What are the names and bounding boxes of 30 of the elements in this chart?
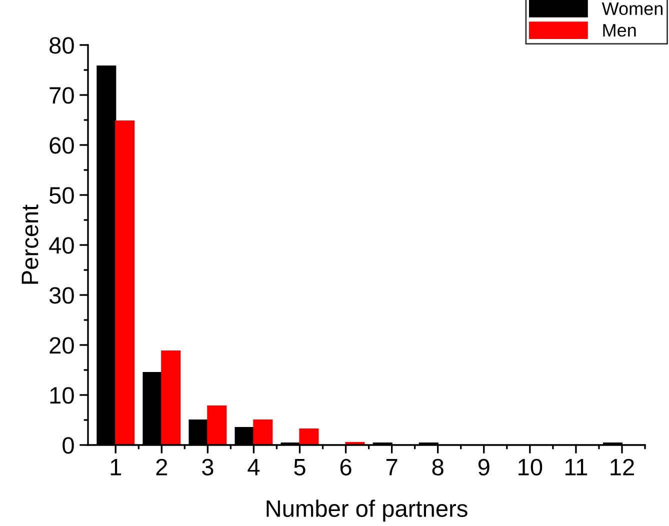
y-tick-label: 60 [50, 137, 74, 154]
y-tick-label: 50 [49, 187, 74, 204]
y-tick-label: 70 [50, 87, 74, 104]
x-tick-label: 7 [386, 459, 398, 476]
x-tick-label: 1 [110, 459, 122, 476]
y-tick-label: 10 [50, 387, 74, 404]
y-tick-label: 30 [49, 287, 74, 304]
x-axis-title: Number of partners [266, 500, 468, 522]
y-tick-label: 40 [49, 237, 74, 254]
bar [161, 350, 181, 445]
x-tick-label: 3 [202, 458, 214, 476]
x-tick-label: 10 [518, 458, 542, 476]
bar [299, 428, 319, 445]
y-tick-label: 80 [50, 37, 74, 54]
y-tick-label: 0 [62, 437, 74, 454]
y-axis-title: Percent [22, 204, 38, 284]
x-tick-label: 6 [340, 458, 352, 476]
x-tick-label: 4 [248, 459, 260, 476]
y-tick-label: 20 [50, 337, 74, 354]
x-tick-label: 8 [432, 458, 444, 476]
x-tick-label: 9 [478, 458, 490, 476]
x-tick-label: 5 [294, 459, 306, 476]
bar [115, 120, 135, 445]
bar [207, 405, 227, 445]
x-tick-label: 12 [610, 458, 634, 476]
x-tick-label: 2 [156, 458, 168, 476]
legend-label: Women [602, 2, 662, 16]
legend-label: Men [603, 24, 636, 37]
x-tick-label: 11 [565, 459, 588, 476]
bar [253, 419, 273, 445]
